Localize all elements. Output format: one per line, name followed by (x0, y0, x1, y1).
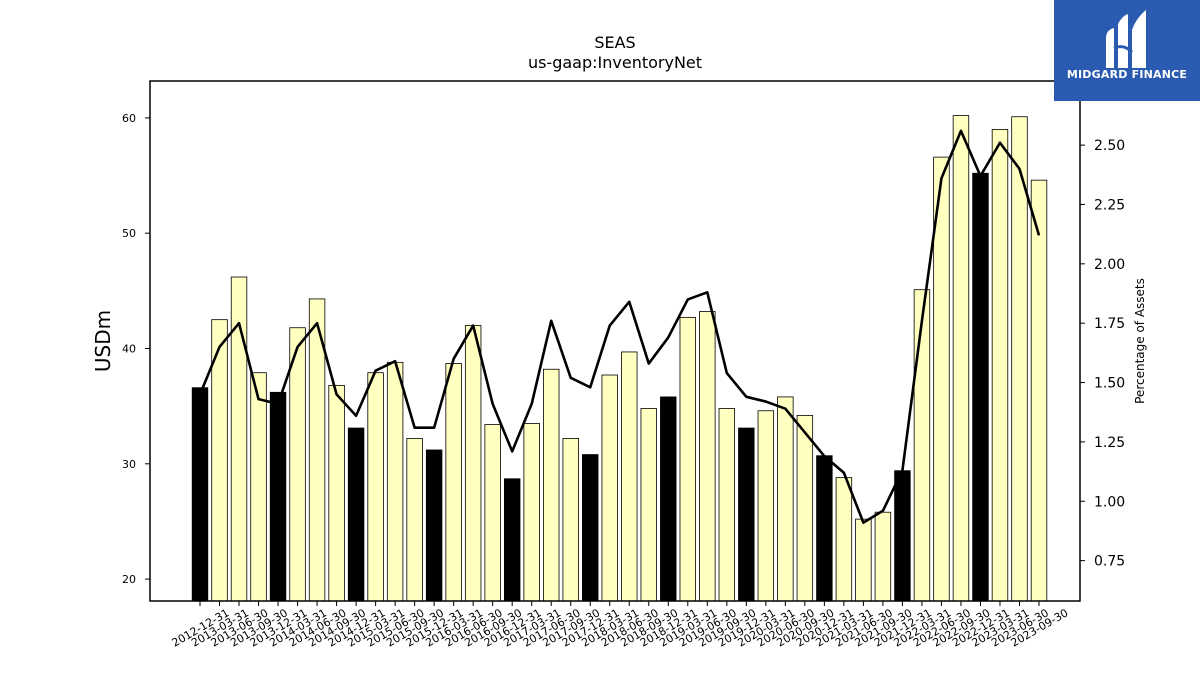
y-tick-label: 20 (122, 573, 136, 586)
bar (796, 414, 814, 602)
bar (464, 325, 482, 602)
bar (386, 361, 404, 602)
bar (582, 454, 599, 602)
y2-tick-label: 2.00 (1094, 257, 1125, 273)
y2-tick-label: 0.75 (1094, 554, 1125, 570)
bar (543, 368, 560, 602)
bar (523, 423, 540, 602)
y2-tick-label: 1.25 (1094, 435, 1125, 451)
bar (972, 172, 989, 602)
bar (503, 478, 521, 602)
bar (289, 327, 306, 602)
y-axis-right: 0.75 1.00 1.25 1.50 1.75 2.00 2.25 2.50 (1080, 138, 1125, 570)
percentage-line (198, 129, 1041, 524)
y-axis-left: 20 30 40 50 60 (122, 112, 150, 586)
bar (816, 455, 833, 602)
bar (562, 438, 579, 602)
bar (894, 470, 911, 602)
bar (991, 129, 1009, 602)
y2-axis-label: Percentage of Assets (1133, 278, 1147, 404)
bar (445, 363, 462, 602)
bar (406, 438, 423, 602)
bar (269, 391, 287, 602)
midgard-m-icon (1106, 10, 1146, 68)
bar (699, 311, 716, 602)
y2-tick-label: 1.50 (1094, 376, 1125, 392)
bar (835, 477, 853, 602)
bar (855, 518, 872, 602)
brand-logo: MIDGARD FINANCE (1054, 0, 1200, 101)
bar (1030, 179, 1048, 602)
x-axis: 2012-12-312013-03-312013-06-302013-09-30… (170, 601, 1071, 650)
y-axis-label: USDm (91, 310, 115, 372)
y-tick-label: 40 (122, 342, 136, 355)
bar (738, 427, 755, 602)
bar (952, 115, 970, 602)
bar (777, 396, 794, 602)
chart-subtitle: us-gaap:InventoryNet (528, 53, 702, 72)
y-tick-label: 30 (122, 458, 136, 471)
bar (250, 372, 267, 602)
bar (874, 511, 892, 602)
bar (757, 410, 775, 602)
y-tick-label: 50 (122, 227, 136, 240)
y-tick-label: 60 (122, 112, 136, 125)
line-series-layer (198, 129, 1041, 524)
bar (347, 427, 365, 602)
bar (718, 408, 736, 602)
chart-title: SEAS (594, 33, 635, 52)
bar-series (191, 115, 1048, 602)
bar (660, 396, 677, 602)
plot-frame (149, 80, 1081, 602)
y2-tick-label: 2.50 (1094, 138, 1125, 154)
bar (679, 316, 696, 602)
brand-name: MIDGARD FINANCE (1066, 68, 1188, 81)
bar (367, 372, 384, 602)
bar (621, 351, 638, 602)
y2-tick-label: 1.75 (1094, 316, 1125, 332)
bar (913, 289, 931, 602)
bar (640, 408, 657, 602)
bar (328, 384, 345, 602)
bar (484, 424, 501, 602)
bar (191, 387, 209, 602)
y2-tick-label: 1.00 (1094, 494, 1125, 510)
bar (425, 449, 443, 602)
bar (601, 374, 618, 602)
y2-tick-label: 2.25 (1094, 197, 1125, 213)
